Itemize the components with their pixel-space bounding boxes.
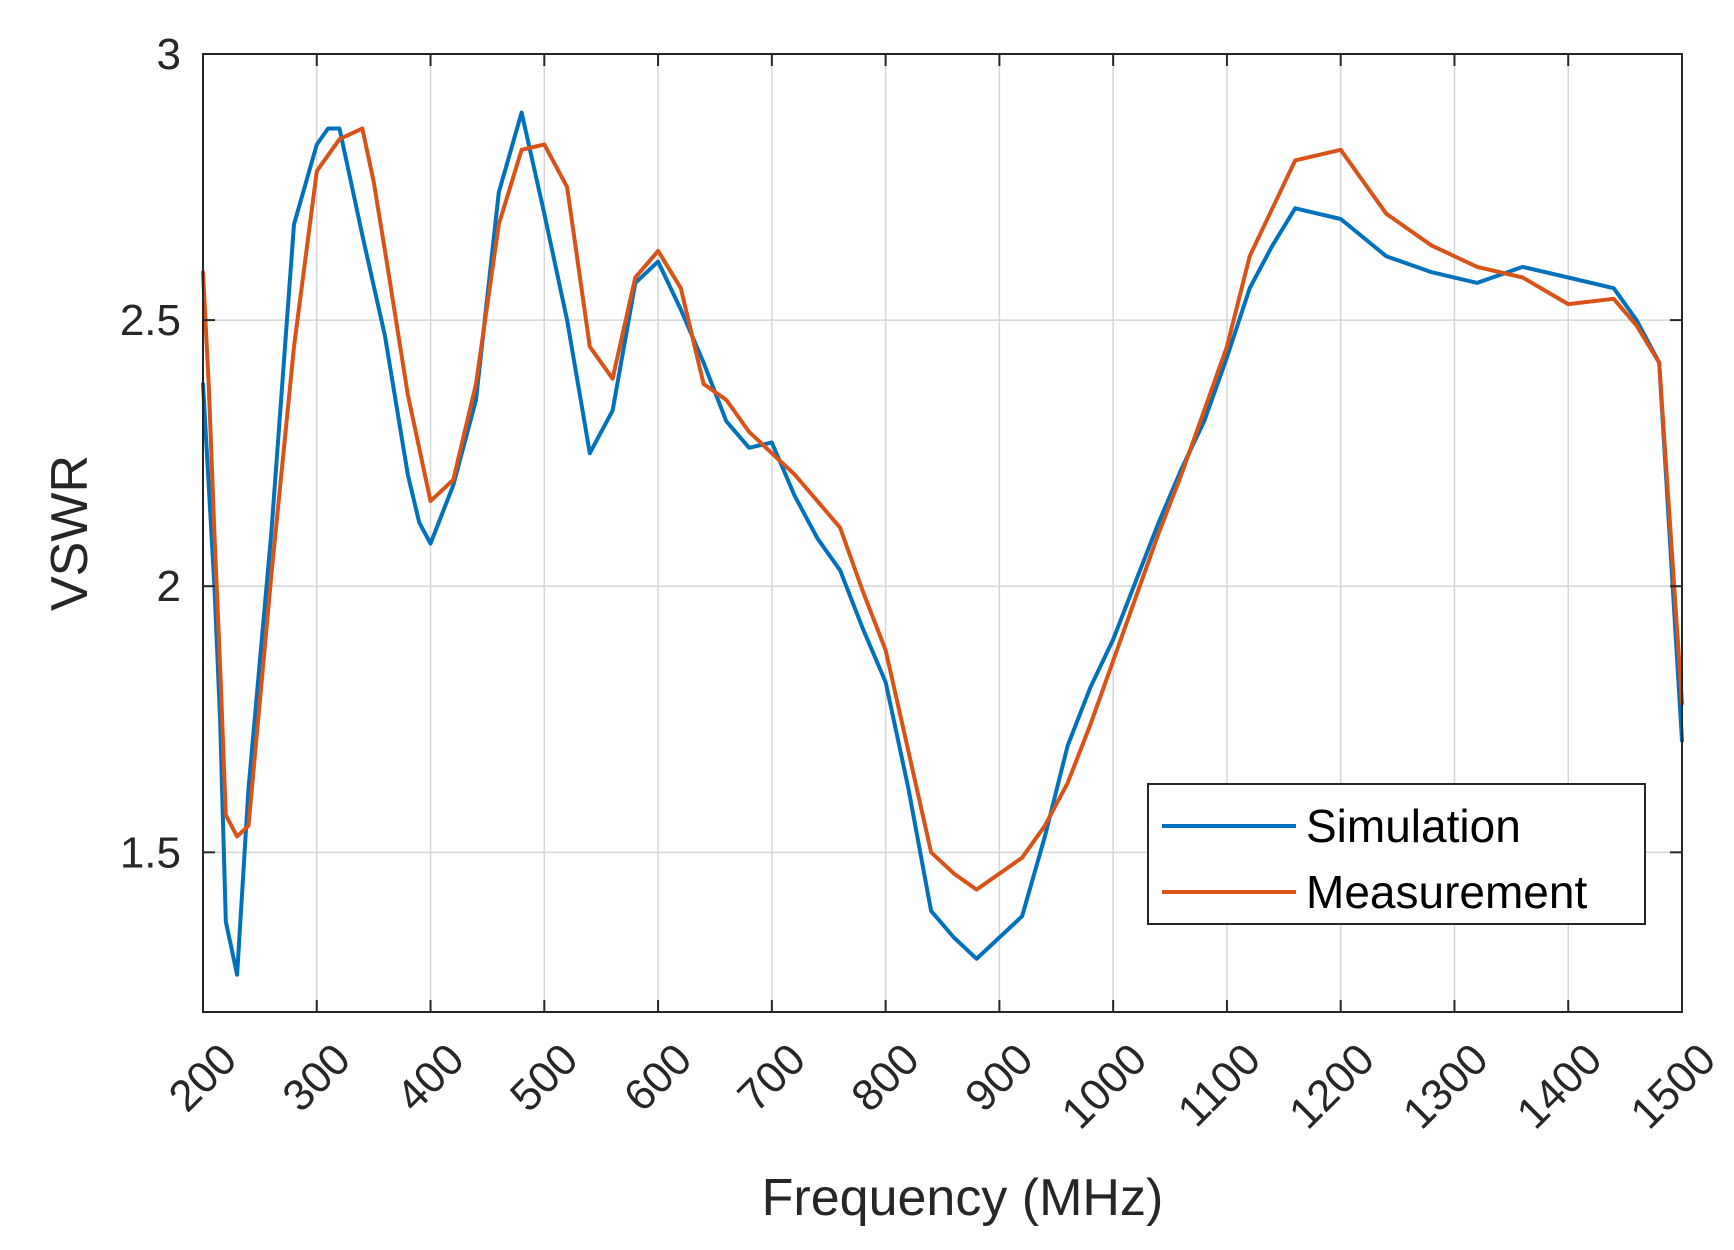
series-layer <box>201 110 1684 977</box>
y-tick-label: 2 <box>157 562 181 611</box>
series-line-simulation <box>201 110 1684 977</box>
legend-label: Simulation <box>1306 800 1521 852</box>
y-axis-ticks: 1.5 2 2.5 3 <box>120 30 1682 877</box>
x-axis-label: Frequency (MHz) <box>762 1169 1164 1227</box>
legend-label: Measurement <box>1306 866 1587 918</box>
y-tick-label: 3 <box>157 30 181 79</box>
y-tick-label: 1.5 <box>120 828 181 877</box>
y-tick-label: 2.5 <box>120 296 181 345</box>
plot-frame <box>202 53 1683 1013</box>
legend: Simulation Measurement <box>1147 783 1646 925</box>
series-line-measurement <box>201 126 1684 892</box>
legend-box <box>1147 783 1646 925</box>
y-axis-label: VSWR <box>41 455 99 611</box>
